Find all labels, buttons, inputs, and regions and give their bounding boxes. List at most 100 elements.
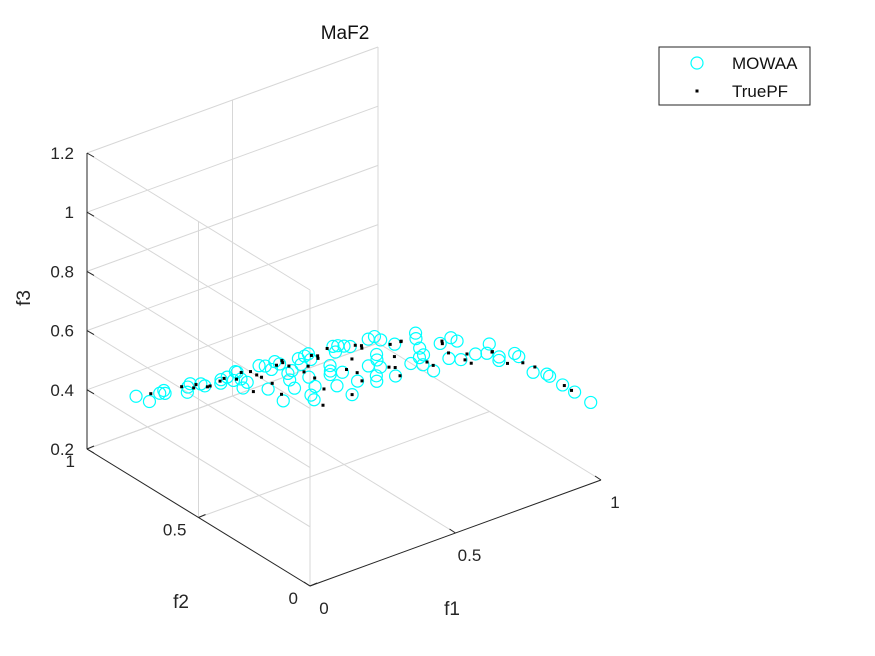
z-tick-label: 0.6 xyxy=(50,322,74,341)
point-truepf xyxy=(255,373,259,377)
point-mowaa xyxy=(584,395,598,410)
point-mowaa xyxy=(373,360,388,374)
point-truepf xyxy=(239,370,243,374)
point-truepf xyxy=(270,381,274,385)
point-truepf xyxy=(280,359,284,363)
point-truepf xyxy=(218,379,222,383)
x-tick-label: 1 xyxy=(610,493,619,512)
point-truepf xyxy=(359,344,363,348)
point-mowaa xyxy=(526,365,540,379)
point-mowaa xyxy=(468,347,483,361)
point-mowaa xyxy=(361,359,376,373)
point-mowaa xyxy=(214,376,228,390)
point-truepf xyxy=(469,361,473,365)
y-tick-label: 0 xyxy=(289,589,298,608)
z-axis-label: f3 xyxy=(14,290,35,306)
axis-layer xyxy=(86,152,602,587)
point-truepf xyxy=(302,370,306,374)
point-mowaa xyxy=(129,389,143,403)
z-tick-mark xyxy=(86,152,95,158)
point-truepf xyxy=(249,370,252,374)
z-tick-label: 0.2 xyxy=(50,440,74,459)
point-mowaa xyxy=(568,385,582,399)
point-mowaa xyxy=(304,388,318,402)
z-tick-label: 0.4 xyxy=(50,381,74,400)
point-mowaa xyxy=(153,386,167,400)
point-truepf xyxy=(322,387,326,391)
z-tick-mark xyxy=(86,211,95,217)
point-mowaa xyxy=(388,337,402,351)
point-truepf xyxy=(192,386,196,390)
point-mowaa xyxy=(492,350,506,364)
point-mowaa xyxy=(408,326,423,340)
point-truepf xyxy=(316,354,320,358)
y-axis-label: f2 xyxy=(173,592,189,613)
point-mowaa xyxy=(326,339,340,353)
legend-label-mowaa: MOWAA xyxy=(732,54,798,73)
grid-layer xyxy=(86,46,602,587)
point-truepf xyxy=(562,384,566,388)
x-tick-mark xyxy=(449,528,456,534)
floor-grid-line xyxy=(198,411,490,518)
point-mowaa xyxy=(482,337,496,351)
point-mowaa xyxy=(508,346,522,361)
z-tick-label: 1.2 xyxy=(50,144,74,163)
point-truepf xyxy=(388,342,392,346)
point-mowaa xyxy=(308,379,322,394)
point-mowaa xyxy=(416,358,430,372)
point-mowaa xyxy=(276,394,290,408)
point-truepf xyxy=(350,393,354,397)
point-truepf xyxy=(398,374,402,378)
point-mowaa xyxy=(555,378,570,392)
point-mowaa xyxy=(370,374,384,388)
point-truepf xyxy=(235,377,239,381)
point-mowaa xyxy=(328,345,343,359)
point-mowaa xyxy=(331,339,345,353)
legend-label-truepf: TruePF xyxy=(732,82,788,101)
point-truepf xyxy=(287,364,291,368)
x-tick-label: 0.5 xyxy=(458,546,482,565)
point-truepf xyxy=(281,361,285,365)
point-truepf xyxy=(447,351,451,355)
point-truepf xyxy=(309,353,313,357)
point-truepf xyxy=(350,357,354,361)
legend-box xyxy=(658,46,811,106)
z-tick-mark xyxy=(86,270,95,276)
point-mowaa xyxy=(236,381,250,395)
point-mowaa xyxy=(433,336,447,351)
point-truepf xyxy=(353,343,357,347)
point-mowaa xyxy=(330,379,344,393)
point-mowaa xyxy=(323,358,337,373)
point-truepf xyxy=(431,363,435,367)
point-mowaa xyxy=(412,351,427,365)
point-mowaa xyxy=(512,350,526,364)
point-truepf xyxy=(360,379,364,383)
point-truepf xyxy=(393,366,397,370)
point-truepf xyxy=(280,392,283,396)
point-truepf xyxy=(506,361,509,365)
x-tick-mark xyxy=(594,475,602,481)
y-tick-mark xyxy=(309,582,318,587)
point-mowaa xyxy=(444,331,458,345)
point-mowaa xyxy=(301,347,315,361)
point-truepf xyxy=(194,383,198,387)
data-points xyxy=(129,326,598,410)
z-tick-mark xyxy=(86,389,95,395)
point-mowaa xyxy=(252,359,266,373)
point-mowaa xyxy=(350,374,365,388)
point-truepf xyxy=(360,346,364,350)
point-truepf xyxy=(149,392,153,396)
x-tick-mark xyxy=(303,581,311,587)
point-mowaa xyxy=(369,369,383,383)
point-truepf xyxy=(490,350,494,354)
point-mowaa xyxy=(370,353,384,367)
point-truepf xyxy=(325,346,329,350)
point-truepf xyxy=(521,361,525,365)
z-tick-mark xyxy=(86,330,95,336)
point-mowaa xyxy=(388,369,403,383)
chart-title: MaF2 xyxy=(321,23,370,44)
z-tick-mark xyxy=(86,448,95,454)
legend: MOWAA TruePF xyxy=(658,46,811,106)
point-mowaa xyxy=(157,383,171,398)
point-mowaa xyxy=(413,341,427,355)
